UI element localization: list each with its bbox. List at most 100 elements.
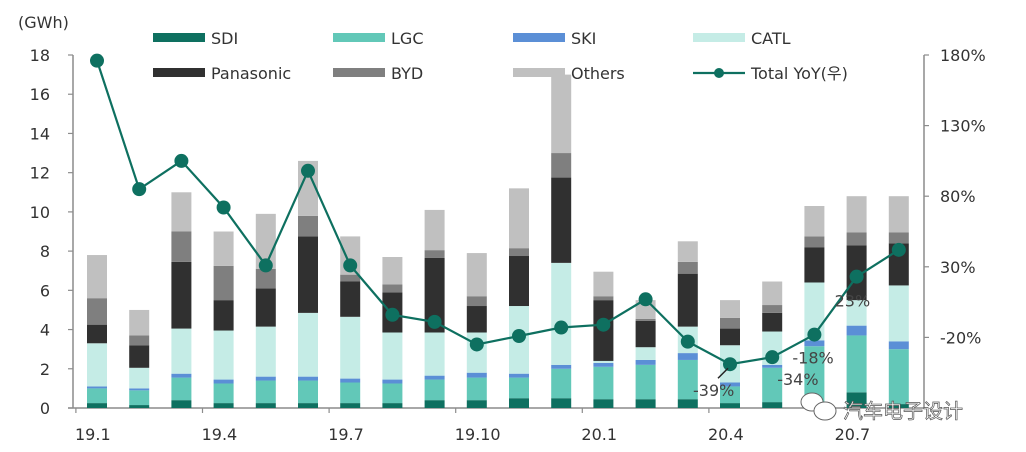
bar-segment-panasonic [635,320,656,348]
bar-segment-ski [804,340,825,347]
x-axis-tick-label: 19.1 [75,425,111,444]
bar-segment-sdi [129,405,150,408]
bar-segment-byd [424,250,445,258]
right-axis-tick-label: 180% [940,46,986,65]
bar-segment-panasonic [129,345,150,368]
yoy-point [849,269,864,284]
annotations: -39% -34% -18% 23% [693,292,870,401]
bar-segment-lgc [888,349,909,405]
bar-segment-sdi [171,400,192,408]
bar-segment-ski [424,375,445,380]
bar-segment-catl [171,328,192,374]
legend-swatch [333,33,385,42]
bar-segment-catl [888,285,909,342]
bar-segment-sdi [298,403,318,408]
bar-segment-byd [340,274,361,282]
legend-swatch [333,68,385,77]
bar-segment-others [846,196,867,233]
bar-segment-others [129,309,150,336]
bar-segment-catl [424,332,445,376]
right-axis: -20% 30% 80% 130% 180% [923,46,986,408]
y-axis-unit-label: (GWh) [18,13,69,32]
bar-segment-lgc [804,346,825,403]
legend-item-byd: BYD [333,64,423,83]
x-axis-tick-label: 20.1 [581,425,617,444]
legend-item-total-yoy: Total YoY(우) [693,64,848,83]
yoy-data-label: -18% [792,349,833,368]
bar-segment-lgc [762,367,783,403]
bar-segment-byd [255,268,276,289]
bar-segment-panasonic [298,236,318,313]
bar-segment-ski [129,388,150,391]
bar-segment-catl [87,343,107,387]
watermark: 汽车电子设计 [800,392,963,423]
left-axis-tick-label: 6 [40,281,50,300]
bar-segment-byd [171,231,192,262]
bar-segment-sdi [424,400,445,408]
legend-swatch [693,33,745,42]
bar-segment-sdi [255,403,276,408]
legend-label: Total YoY(우) [750,64,848,83]
yoy-data-label: 23% [835,292,871,311]
bar-stack [298,160,318,408]
bar-segment-catl [551,262,572,365]
left-axis-tick-label: 10 [30,203,50,222]
bar-segment-lgc [593,366,614,400]
right-axis-tick-label: 80% [940,187,976,206]
bar-segment-sdi [213,403,234,408]
yoy-point [638,292,653,307]
left-axis-tick-label: 18 [30,46,50,65]
legend-item-ski: SKI [513,29,596,48]
bar-segment-byd [846,232,867,246]
bar-segment-ski [87,386,107,389]
bar-segment-ski [888,341,909,350]
bar-segment-lgc [635,364,656,400]
bar-segment-byd [677,261,698,274]
yoy-point [301,163,315,178]
bar-segment-byd [298,215,318,237]
bar-segment-panasonic [509,256,529,307]
bar-segment-sdi [593,399,614,408]
yoy-line [90,53,906,372]
yoy-point [723,357,737,372]
bar-segment-lgc [213,383,234,404]
left-axis: 0 2 4 6 8 10 12 14 16 18 [30,46,74,418]
bar-segment-others [888,196,909,233]
bar-segment-panasonic [424,257,445,333]
bar-segment-lgc [382,383,403,404]
left-axis-tick-label: 4 [40,321,50,340]
bar-segment-sdi [677,399,698,408]
bar-segment-sdi [87,403,107,408]
bar-segment-sdi [509,398,529,408]
bar-segment-panasonic [87,324,107,344]
bar-segment-byd [635,318,656,321]
bar-segment-panasonic [171,261,192,329]
bar-segment-catl [129,367,150,389]
bar-segment-sdi [720,403,740,408]
bar-segment-sdi [762,402,783,408]
yoy-point [596,317,611,332]
yoy-point [680,334,695,349]
yoy-point [807,327,822,342]
bar-stack [720,300,740,408]
bar-segment-others [87,255,107,299]
bar-segment-byd [509,248,529,257]
bar-stack [382,256,403,408]
yoy-point [216,200,231,215]
bar-segment-lgc [424,379,445,401]
bar-segment-sdi [846,392,867,408]
bar-segment-lgc [129,390,150,406]
bar-segment-byd [888,232,909,244]
left-axis-tick-label: 14 [30,124,50,143]
bar-segment-others [720,300,740,318]
legend-swatch [153,33,205,42]
bar-stack [804,206,825,408]
legend-label: LGC [391,29,423,48]
bar-stack [509,188,529,408]
bar-segment-byd [466,296,487,307]
bar-segment-sdi [466,400,487,408]
bar-segment-catl [382,332,403,380]
bar-segment-catl [255,326,276,377]
bar-segment-others [171,192,192,232]
bar-segment-ski [171,373,192,378]
